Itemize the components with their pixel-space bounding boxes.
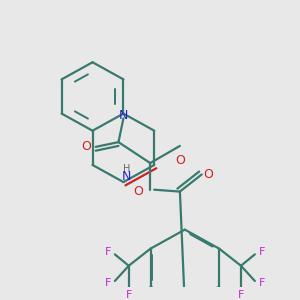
Text: F: F xyxy=(238,290,244,300)
Text: H: H xyxy=(123,164,130,174)
Text: O: O xyxy=(81,140,91,153)
Text: N: N xyxy=(122,170,131,183)
Text: O: O xyxy=(175,154,185,167)
Text: F: F xyxy=(125,290,132,300)
Text: O: O xyxy=(204,168,214,181)
Text: N: N xyxy=(119,109,128,122)
Text: F: F xyxy=(105,278,111,288)
Text: O: O xyxy=(133,185,143,198)
Text: F: F xyxy=(259,278,265,288)
Text: F: F xyxy=(259,248,265,257)
Text: F: F xyxy=(105,248,111,257)
